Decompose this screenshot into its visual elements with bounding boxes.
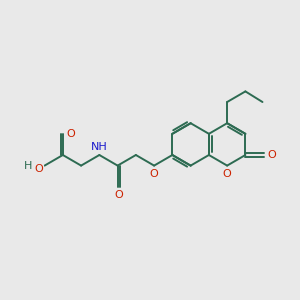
Text: NH: NH bbox=[91, 142, 108, 152]
Text: H: H bbox=[24, 160, 33, 171]
Text: O: O bbox=[115, 190, 124, 200]
Text: O: O bbox=[268, 150, 276, 160]
Text: O: O bbox=[150, 169, 158, 178]
Text: O: O bbox=[67, 129, 75, 139]
Text: O: O bbox=[223, 169, 232, 179]
Text: O: O bbox=[34, 164, 43, 173]
